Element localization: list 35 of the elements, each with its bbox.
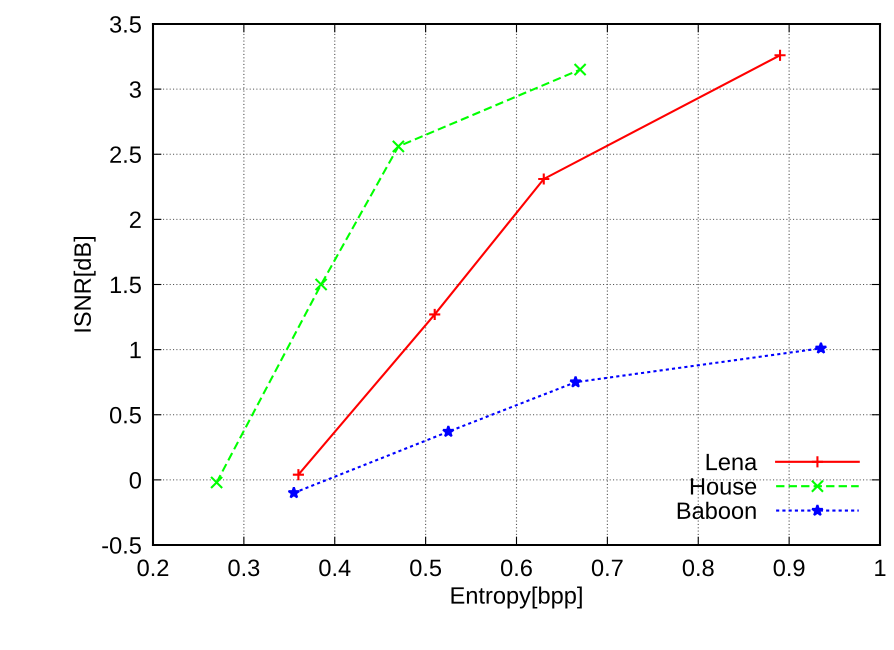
legend-label: House [690,478,756,495]
point [574,62,587,76]
point [428,308,442,322]
x-tick-label: 0.9 [774,560,804,576]
x-tick-label: 0.5 [410,560,442,576]
point [442,425,455,438]
x-tick-label: 1 [875,560,886,576]
x-tick-label: 0.8 [682,560,714,576]
x-tick-label: 0.6 [501,560,532,576]
x-tick-label: 0.2 [138,560,168,576]
x-tick-label: 0.3 [228,560,260,576]
legend-label: Baboon [678,502,756,520]
y-tick-label: 2 [130,211,141,228]
y-tick-label: 1.5 [110,276,141,294]
x-tick-label: 0.7 [592,560,623,576]
y-tick-label: 2.5 [110,146,141,164]
point [210,476,224,490]
point [773,48,787,62]
y-tick-label: 1 [130,342,141,358]
point [537,172,550,186]
point [814,342,828,354]
point [569,376,582,388]
y-tick-label: -0.5 [102,537,141,554]
point [292,468,305,482]
y-tick-label: 3 [130,81,141,98]
x-tick-label: 0.4 [319,560,350,576]
y-tick-label: 3.5 [110,16,141,33]
y-tick-label: 0 [130,472,141,489]
point [392,140,405,154]
x-axis-title: Entropy[bpp] [452,586,582,608]
point [314,278,328,292]
legend-label: Lena [706,454,758,470]
y-axis-title: ISNR[dB] [74,236,96,332]
y-tick-label: 0.5 [110,406,141,424]
point [288,486,300,498]
